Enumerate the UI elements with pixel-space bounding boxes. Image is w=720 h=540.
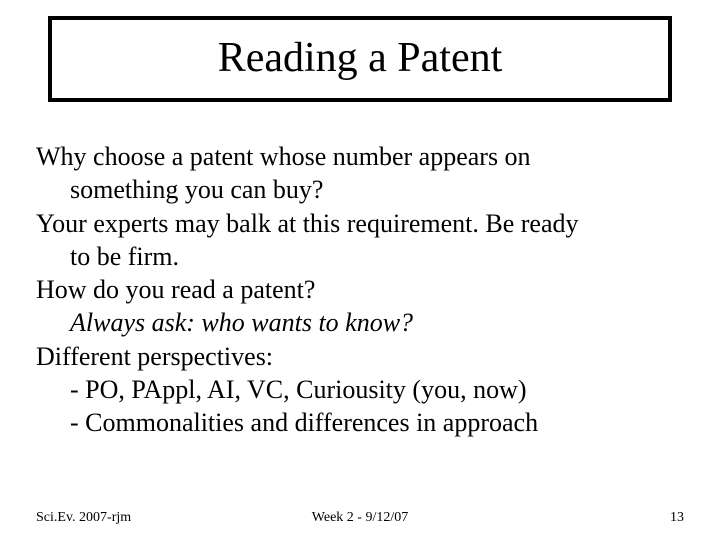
title-box: Reading a Patent	[48, 16, 672, 102]
paragraph-4-bullet-1: - PO, PAppl, AI, VC, Curiousity (you, no…	[36, 373, 684, 406]
paragraph-1-line-1: Why choose a patent whose number appears…	[36, 140, 684, 173]
paragraph-4-bullet-2: - Commonalities and differences in appro…	[36, 406, 684, 439]
body-block: Why choose a patent whose number appears…	[36, 140, 684, 439]
paragraph-4: Different perspectives:	[36, 340, 684, 373]
footer: Week 2 - 9/12/07 Sci.Ev. 2007-rjm 13	[36, 510, 684, 526]
paragraph-3-subline: Always ask: who wants to know?	[36, 306, 684, 339]
paragraph-1-line-2: something you can buy?	[36, 173, 684, 206]
paragraph-2-line-1: Your experts may balk at this requiremen…	[36, 207, 684, 240]
footer-center: Week 2 - 9/12/07	[36, 510, 684, 526]
footer-left: Sci.Ev. 2007-rjm	[36, 510, 131, 526]
slide-title: Reading a Patent	[52, 34, 668, 82]
paragraph-3: How do you read a patent?	[36, 273, 684, 306]
footer-right: 13	[670, 510, 684, 526]
paragraph-2-line-2: to be firm.	[36, 240, 684, 273]
